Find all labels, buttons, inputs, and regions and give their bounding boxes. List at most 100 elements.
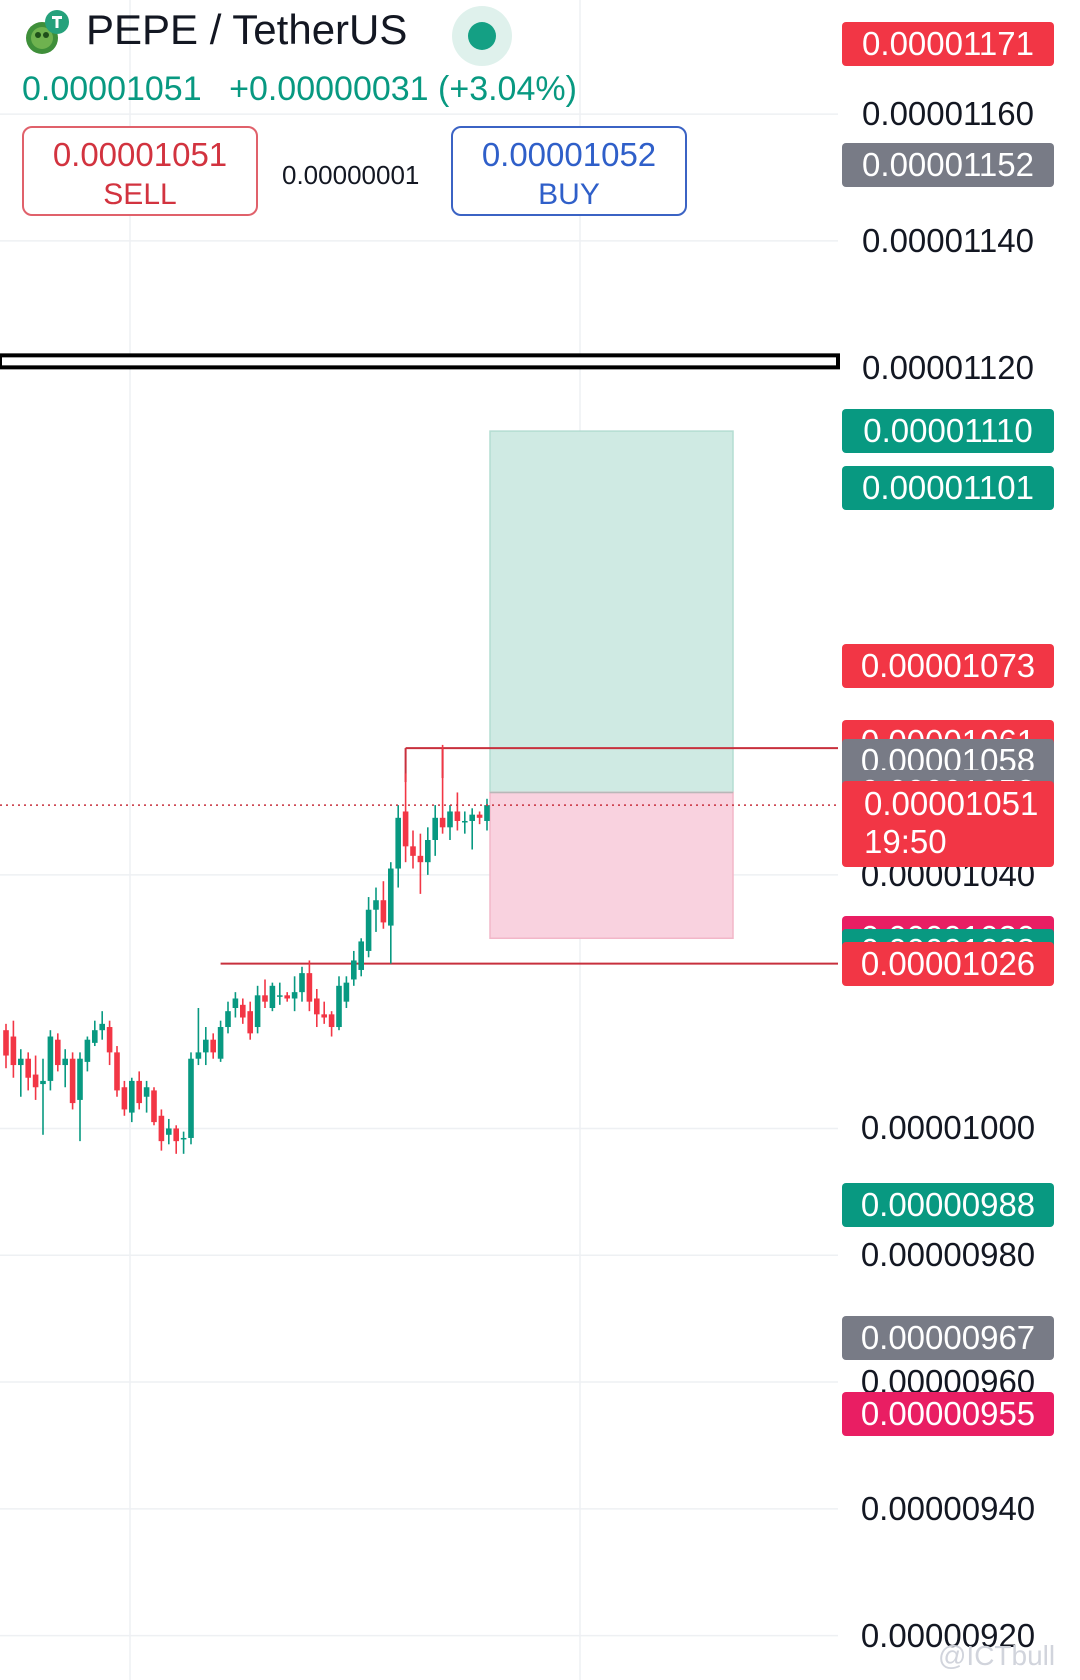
candle — [299, 966, 305, 1002]
candle-body — [484, 805, 490, 821]
market-status-indicator[interactable] — [452, 6, 512, 66]
price-marker-label: 0.00001073 — [842, 643, 1054, 688]
candle-body — [358, 941, 364, 970]
target-zone — [489, 430, 734, 794]
candle-body — [10, 1036, 17, 1066]
candle-body — [40, 1080, 46, 1085]
candle — [262, 979, 268, 1008]
candle — [210, 1033, 216, 1059]
candle — [84, 1036, 91, 1072]
candle-body — [136, 1080, 142, 1104]
candle-body — [55, 1039, 61, 1066]
candle — [92, 1020, 98, 1047]
price-tick-label: 0.00000980 — [860, 1236, 1036, 1274]
sell-price: 0.00001051 — [52, 136, 228, 173]
candle-body — [277, 995, 283, 997]
candle-body — [158, 1115, 165, 1142]
candle — [121, 1080, 128, 1116]
candle — [173, 1125, 179, 1154]
candle — [232, 992, 239, 1018]
candle — [32, 1055, 39, 1100]
candle-body — [306, 973, 313, 1002]
price-tick-label: 0.00000940 — [860, 1489, 1036, 1527]
candle — [77, 1052, 83, 1142]
sell-label: SELL — [103, 178, 177, 211]
buy-button[interactable]: 0.00001052 BUY — [451, 126, 687, 216]
candle-body — [195, 1052, 202, 1059]
candle — [291, 976, 298, 1012]
candle — [158, 1109, 165, 1151]
candle-body — [84, 1039, 91, 1062]
candle-body — [225, 1011, 231, 1028]
price-marker-label: 0.00000955 — [842, 1391, 1054, 1436]
candle-body — [336, 985, 342, 1028]
key-level-line — [0, 353, 840, 370]
candle — [351, 950, 357, 986]
candle — [143, 1080, 150, 1113]
candle-body — [69, 1058, 76, 1104]
candle — [254, 985, 261, 1034]
candle — [10, 1020, 17, 1078]
candle-body — [180, 1137, 187, 1140]
candle — [69, 1052, 76, 1110]
candle-body — [351, 960, 357, 980]
candle — [410, 830, 416, 869]
candle-body — [395, 817, 401, 869]
candle-body — [262, 995, 268, 1002]
candle — [277, 982, 283, 1005]
candle-body — [314, 998, 320, 1015]
current-price-value: 0.00001051 — [864, 785, 1039, 823]
candle-body — [106, 1027, 113, 1053]
position-zones — [489, 430, 734, 940]
candle-countdown: 19:50 — [864, 823, 947, 861]
candle — [395, 805, 401, 888]
candle — [380, 881, 387, 929]
candle-body — [365, 909, 372, 951]
price-marker-label: 0.00001101 — [842, 466, 1054, 511]
candle-body — [299, 973, 305, 993]
candle — [469, 808, 475, 850]
candle — [106, 1020, 113, 1066]
candle-body — [143, 1087, 150, 1097]
candle-body — [129, 1080, 135, 1113]
candle — [166, 1118, 172, 1145]
candle-body — [18, 1058, 24, 1066]
candle-body — [439, 817, 446, 828]
candle — [55, 1033, 61, 1072]
candle — [343, 976, 350, 1008]
pepe-tether-icon — [26, 10, 69, 54]
price-change: +0.00000031 (+3.04%) — [229, 70, 577, 108]
candle — [62, 1049, 68, 1088]
candle — [188, 1052, 194, 1145]
candle — [425, 827, 431, 875]
candle — [180, 1131, 187, 1154]
candle-body — [173, 1128, 179, 1142]
candle-body — [92, 1030, 98, 1043]
candle-body — [114, 1052, 120, 1091]
pair-title[interactable]: PEPE / TetherUS — [86, 6, 408, 53]
candle — [240, 998, 246, 1024]
candle-body — [410, 846, 416, 856]
sell-button[interactable]: 0.00001051 SELL — [22, 126, 258, 216]
candle — [336, 976, 342, 1031]
price-tick-label: 0.00000920 — [860, 1616, 1036, 1654]
candles-group — [3, 744, 490, 1154]
price-tick-label: 0.00001000 — [860, 1109, 1036, 1147]
candle-body — [476, 814, 483, 818]
candle-body — [417, 855, 424, 863]
candle-body — [447, 811, 453, 828]
buy-price: 0.00001052 — [481, 136, 657, 173]
candle — [314, 988, 320, 1028]
candle-body — [291, 992, 298, 999]
spread-value: 0.00000001 — [282, 160, 420, 190]
candle — [18, 1049, 24, 1097]
candle-body — [254, 995, 261, 1028]
price-marker-label: 0.00000967 — [842, 1315, 1054, 1360]
candle-body — [373, 900, 379, 910]
candle — [388, 862, 394, 964]
candle-body — [121, 1087, 128, 1110]
candle — [99, 1011, 105, 1040]
candle-body — [188, 1058, 194, 1138]
candle — [40, 1058, 46, 1135]
